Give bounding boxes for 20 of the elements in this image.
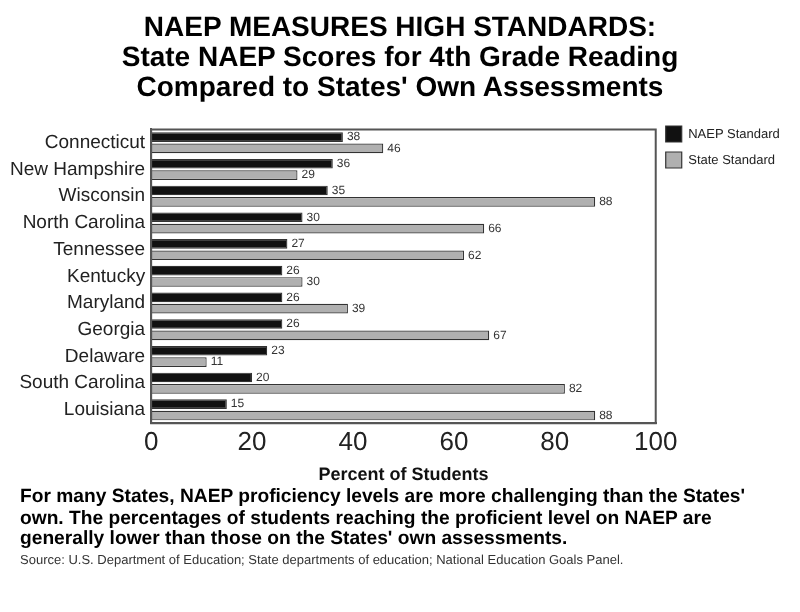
y-tick-label: Connecticut bbox=[44, 132, 146, 154]
x-tick-label: 100 bbox=[634, 425, 678, 456]
y-tick-label: Tennessee bbox=[53, 238, 146, 261]
y-tick-label: Delaware bbox=[64, 345, 146, 368]
x-tick-label: 0 bbox=[143, 425, 159, 456]
y-tick-label: New Hampshire bbox=[10, 158, 146, 181]
y-tick-label: Georgia bbox=[77, 318, 147, 341]
y-tick-label: Maryland bbox=[67, 292, 146, 315]
x-tick-label: 80 bbox=[540, 425, 570, 456]
y-tick-label: Louisiana bbox=[63, 399, 147, 422]
x-tick-label: 20 bbox=[237, 425, 267, 456]
text: For many States, NAEP proficiency levels are more challenging than the States' own. The percentages of students reaching the proficient level on NAEP are generally lower than those on the States' own assessments. bbox=[20, 486, 748, 551]
chart-title: NAEP MEASURES HIGH STANDARDS: State NAEP Scores for 4th Grade Reading Compared to States' Own Assessments bbox=[119, 10, 681, 106]
x-tick-label: 40 bbox=[338, 425, 368, 456]
x-axis-title: Percent of Students bbox=[318, 464, 489, 485]
y-tick-label: North Carolina bbox=[22, 212, 147, 235]
y-tick-label: Kentucky bbox=[67, 265, 146, 288]
x-tick-label: 60 bbox=[439, 425, 469, 456]
y-tick-label: Wisconsin bbox=[58, 185, 146, 208]
y-tick-label: South Carolina bbox=[19, 372, 147, 395]
